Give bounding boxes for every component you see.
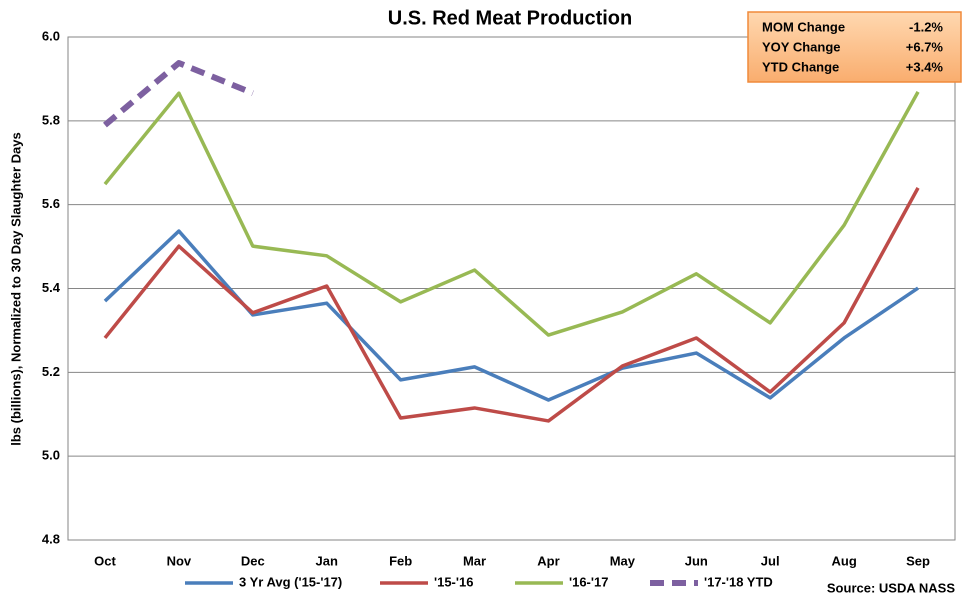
source: Source: USDA NASS — [827, 580, 955, 595]
y-tick-label: 5.6 — [42, 196, 60, 211]
info-box — [747, 11, 962, 83]
x-tick-label: May — [610, 553, 636, 568]
chart-title: U.S. Red Meat Production — [388, 7, 632, 29]
info-value: +3.4% — [906, 59, 944, 74]
x-tick-label: Mar — [463, 553, 486, 568]
y-tick-label: 5.0 — [42, 448, 60, 463]
legend-label: 3 Yr Avg ('15-'17) — [239, 574, 342, 589]
x-tick-label: Aug — [831, 553, 856, 568]
line-series — [103, 59, 254, 128]
x-tick-label: Jul — [761, 553, 780, 568]
info-label: MOM Change — [762, 19, 845, 34]
y-tick-label: 5.2 — [42, 364, 60, 379]
x-tick-label: Sep — [906, 553, 930, 568]
info-value: -1.2% — [909, 19, 943, 34]
y-axis-label: lbs (billions), Normalized to 30 Day Sla… — [8, 132, 23, 446]
x-tick-label: Jun — [685, 553, 708, 568]
y-tick-label: 4.8 — [42, 531, 60, 546]
legend-label: '16-'17 — [569, 574, 608, 589]
y-tick-label: 5.8 — [42, 112, 60, 127]
y-tick-label: 6.0 — [42, 28, 60, 43]
info-label: YOY Change — [762, 39, 841, 54]
line-series — [103, 91, 920, 337]
x-tick-label: Dec — [241, 553, 265, 568]
info-label: YTD Change — [762, 59, 839, 74]
x-tick-label: Nov — [167, 553, 192, 568]
info-value: +6.7% — [906, 39, 944, 54]
legend-label: '15-'16 — [434, 574, 473, 589]
x-tick-label: Jan — [316, 553, 338, 568]
line-series — [103, 229, 920, 402]
y-tick-label: 5.4 — [42, 280, 61, 295]
x-tick-label: Apr — [537, 553, 559, 568]
x-tick-label: Oct — [94, 553, 116, 568]
x-tick-label: Feb — [389, 553, 412, 568]
line-series — [103, 187, 920, 423]
legend-label: '17-'18 YTD — [704, 574, 773, 589]
plot-border — [67, 36, 956, 541]
